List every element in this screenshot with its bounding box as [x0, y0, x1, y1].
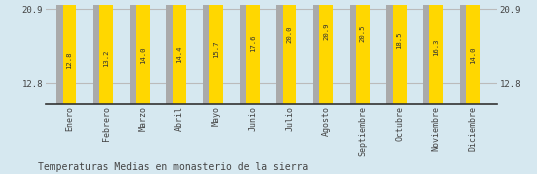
Bar	[386, 0, 397, 104]
Bar	[277, 0, 287, 104]
Bar	[423, 0, 433, 104]
Text: 20.5: 20.5	[360, 24, 366, 42]
Bar	[56, 0, 67, 104]
Bar	[129, 0, 140, 104]
Bar	[203, 0, 213, 104]
Bar	[172, 0, 186, 104]
Text: 14.0: 14.0	[140, 47, 146, 64]
Bar	[99, 0, 113, 104]
Text: 15.7: 15.7	[213, 41, 219, 58]
Text: 16.3: 16.3	[433, 39, 439, 56]
Text: 12.8: 12.8	[67, 51, 72, 69]
Bar	[466, 0, 480, 104]
Text: 14.0: 14.0	[470, 47, 476, 64]
Bar	[136, 0, 150, 104]
Bar	[393, 0, 407, 104]
Bar	[313, 0, 323, 104]
Bar	[166, 0, 177, 104]
Text: 17.6: 17.6	[250, 34, 256, 52]
Text: 13.2: 13.2	[103, 50, 109, 67]
Bar	[246, 0, 260, 104]
Text: 14.4: 14.4	[177, 45, 183, 63]
Text: 20.0: 20.0	[287, 26, 293, 44]
Bar	[282, 0, 296, 104]
Bar	[319, 0, 333, 104]
Bar	[356, 0, 370, 104]
Bar	[93, 0, 103, 104]
Bar	[350, 0, 360, 104]
Bar	[460, 0, 470, 104]
Bar	[209, 0, 223, 104]
Text: Temperaturas Medias en monasterio de la sierra: Temperaturas Medias en monasterio de la …	[38, 162, 308, 172]
Text: 20.9: 20.9	[323, 23, 329, 40]
Bar	[240, 0, 250, 104]
Bar	[62, 0, 76, 104]
Text: 18.5: 18.5	[396, 31, 403, 49]
Bar	[429, 0, 443, 104]
